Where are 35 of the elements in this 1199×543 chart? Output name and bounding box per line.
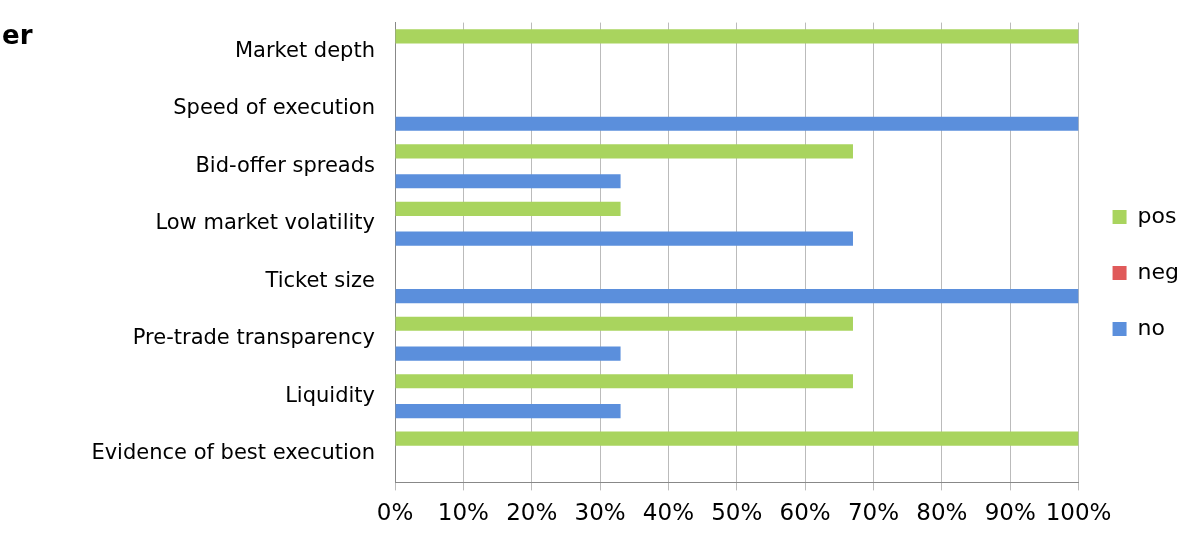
y-tick-label: Evidence of best execution (91, 440, 375, 465)
bar (395, 374, 853, 389)
y-tick-label: Low market volatility (155, 210, 375, 235)
bar (395, 29, 1079, 44)
bar (395, 144, 853, 159)
x-tick-label: 20% (506, 499, 558, 526)
bar (395, 404, 621, 419)
y-tick-label: Market depth (235, 37, 375, 62)
y-tick-label: Speed of execution (173, 95, 375, 120)
bar (395, 346, 621, 361)
x-tick-label: 50% (711, 499, 763, 526)
bar (395, 289, 1079, 304)
y-tick-label: Pre-trade transparency (132, 325, 375, 350)
bar (395, 174, 621, 189)
legend-label: no (1137, 314, 1165, 340)
bar (395, 231, 853, 246)
x-tick-label: 80% (916, 499, 968, 526)
bar (395, 316, 853, 331)
x-tick-label: 30% (574, 499, 626, 526)
x-tick-label: 10% (437, 499, 489, 526)
bar (395, 116, 1079, 131)
legend-label: neg (1137, 258, 1180, 284)
y-tick-label: Bid-offer spreads (195, 152, 375, 177)
legend-label: pos (1137, 202, 1177, 228)
bar (395, 431, 1079, 446)
x-tick-label: 100% (1045, 499, 1112, 526)
bar (395, 201, 621, 216)
x-tick-label: 60% (779, 499, 831, 526)
x-tick-label: 70% (847, 499, 900, 526)
text: er (2, 20, 33, 50)
x-tick-label: 40% (642, 499, 694, 526)
y-tick-label: Ticket size (264, 267, 375, 292)
y-tick-label: Liquidity (285, 382, 375, 407)
x-tick-label: 90% (984, 499, 1036, 526)
x-tick-label: 0% (376, 499, 414, 526)
